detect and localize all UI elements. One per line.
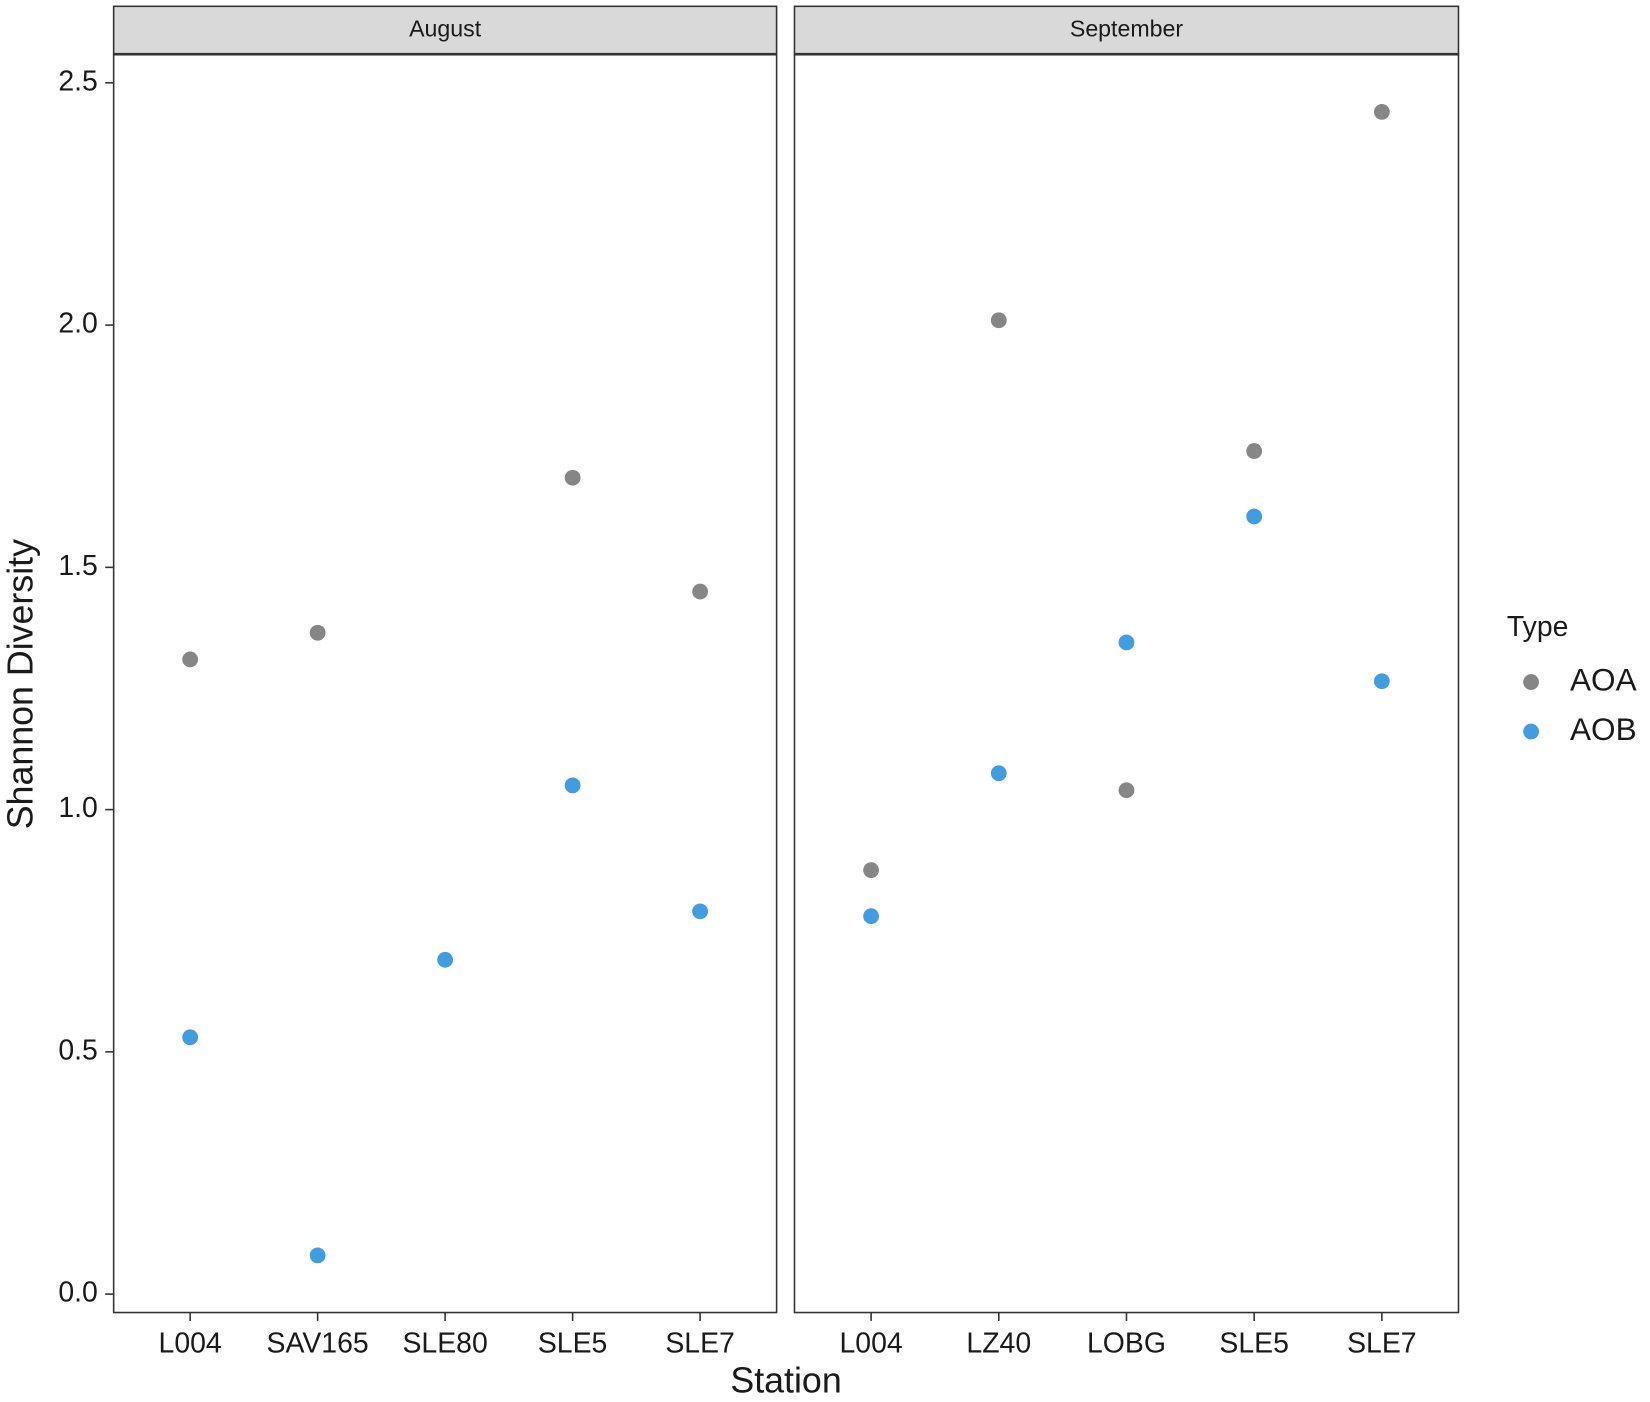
x-tick-label: SAV165 <box>267 1328 369 1360</box>
dot <box>564 777 581 794</box>
legend-label: AOB <box>1570 711 1637 747</box>
legend-label: AOA <box>1570 661 1637 697</box>
y-tick-label: 1.0 <box>58 792 97 824</box>
dot <box>309 1247 326 1264</box>
x-tick-label: SLE5 <box>538 1328 607 1360</box>
panel <box>793 53 1460 1314</box>
strip-label: August <box>409 16 482 42</box>
dot <box>1246 508 1263 525</box>
dot <box>309 624 326 641</box>
legend-title: Type <box>1507 611 1569 643</box>
y-tick-label: 2.0 <box>58 308 97 340</box>
dot <box>1246 443 1263 459</box>
panel <box>112 53 778 1314</box>
dot <box>990 312 1007 329</box>
dot <box>692 583 708 600</box>
dot <box>182 1029 199 1046</box>
x-tick-label: SLE7 <box>1347 1328 1416 1360</box>
dot <box>1373 673 1390 690</box>
dot <box>863 862 879 879</box>
dot <box>990 765 1007 782</box>
x-tick-label: L004 <box>840 1328 903 1360</box>
x-tick-label: L004 <box>159 1328 222 1360</box>
x-tick-label: SLE7 <box>665 1328 734 1360</box>
x-axis-title: Station <box>730 1361 841 1401</box>
y-tick-label: 0.0 <box>58 1277 97 1309</box>
dot <box>692 903 708 920</box>
dot <box>437 951 454 968</box>
dot <box>1118 782 1135 799</box>
strip <box>112 5 778 55</box>
x-tick-label: SLE80 <box>402 1328 487 1360</box>
x-tick-label: SLE5 <box>1219 1328 1288 1360</box>
strip-label: September <box>1070 16 1183 42</box>
dot <box>182 651 199 668</box>
legend-key <box>1523 723 1539 740</box>
y-tick-label: 2.5 <box>58 65 97 97</box>
dot <box>863 908 879 925</box>
x-tick-label: LZ40 <box>966 1328 1031 1360</box>
dot <box>564 469 581 486</box>
y-tick-label: 1.5 <box>58 550 97 582</box>
y-tick-label: 0.5 <box>58 1034 97 1066</box>
dot <box>1373 104 1390 120</box>
x-tick-label: LOBG <box>1087 1328 1166 1360</box>
dot <box>1118 634 1135 651</box>
legend-key <box>1523 674 1539 690</box>
strip <box>793 5 1460 55</box>
y-axis-title: Shannon Diversity <box>1 539 41 829</box>
